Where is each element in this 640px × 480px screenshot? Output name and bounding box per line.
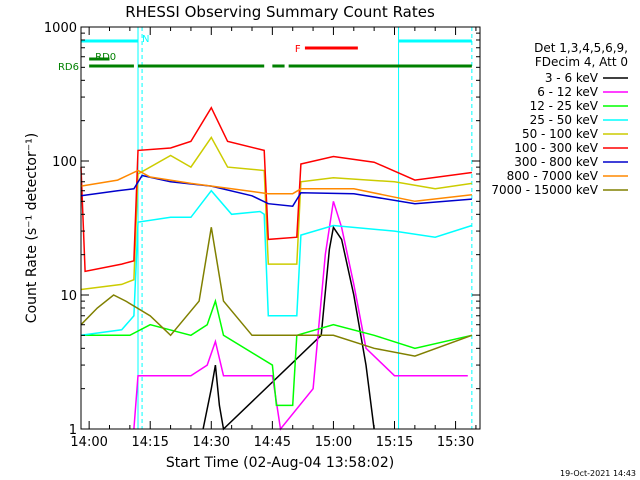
y-tick-label-0: 1 [69,423,77,438]
y-tick-label-3: 1000 [44,21,77,36]
footer-timestamp: 19-Oct-2021 14:43 [560,469,636,478]
state-label-n: N [142,34,149,45]
y-tick-label-2: 100 [52,155,77,170]
y-axis-label: Count Rate (s⁻¹ detector⁻¹) [24,133,40,323]
x-tick-label-1: 14:15 [131,435,168,450]
x-axis-label: Start Time (02-Aug-04 13:58:02) [166,455,394,471]
x-tick-label-0: 14:00 [70,435,107,450]
series-line-8 [80,227,473,357]
state-label-rd6: RD6 [58,62,79,73]
chart-title: RHESSI Observing Summary Count Rates [125,3,435,21]
plot-frame [80,26,481,430]
series-line-3 [80,189,473,337]
series-line-6 [80,174,472,207]
x-axis: 14:00 14:15 14:30 14:45 15:00 15:15 15:30 [70,27,477,450]
x-tick-label-3: 14:45 [254,435,291,450]
state-label-rd0: RD0 [95,52,116,63]
legend-header-2: FDecim 4, Att 0 [535,55,628,69]
series-line-0 [202,225,375,431]
legend-header-1: Det 1,3,4,5,6,9, [534,41,628,55]
y-tick-label-1: 10 [60,289,77,304]
x-tick-label-2: 14:30 [193,435,230,450]
series-line-7 [80,169,472,203]
series-line-4 [80,135,473,291]
y-axis: 1 10 100 1000 [44,21,480,438]
legend-label-7: 800 - 7000 keV [507,169,599,183]
series-lines [80,106,473,431]
series-line-5 [80,106,472,273]
legend-label-5: 100 - 300 keV [514,141,598,155]
x-tick-label-6: 15:30 [437,435,474,450]
legend-label-4: 50 - 100 keV [522,127,599,141]
x-tick-label-5: 15:15 [376,435,413,450]
legend-label-8: 7000 - 15000 keV [491,183,598,197]
state-label-f: F [295,44,301,55]
series-line-1 [133,201,468,431]
legend-label-2: 12 - 25 keV [530,99,599,113]
legend-label-1: 6 - 12 keV [537,85,599,99]
state-bars: N F RD0 RD6 [58,34,472,73]
legend-label-0: 3 - 6 keV [545,71,599,85]
x-tick-label-4: 15:00 [315,435,352,450]
legend-label-3: 25 - 50 keV [530,113,599,127]
legend-label-6: 300 - 800 keV [514,155,598,169]
